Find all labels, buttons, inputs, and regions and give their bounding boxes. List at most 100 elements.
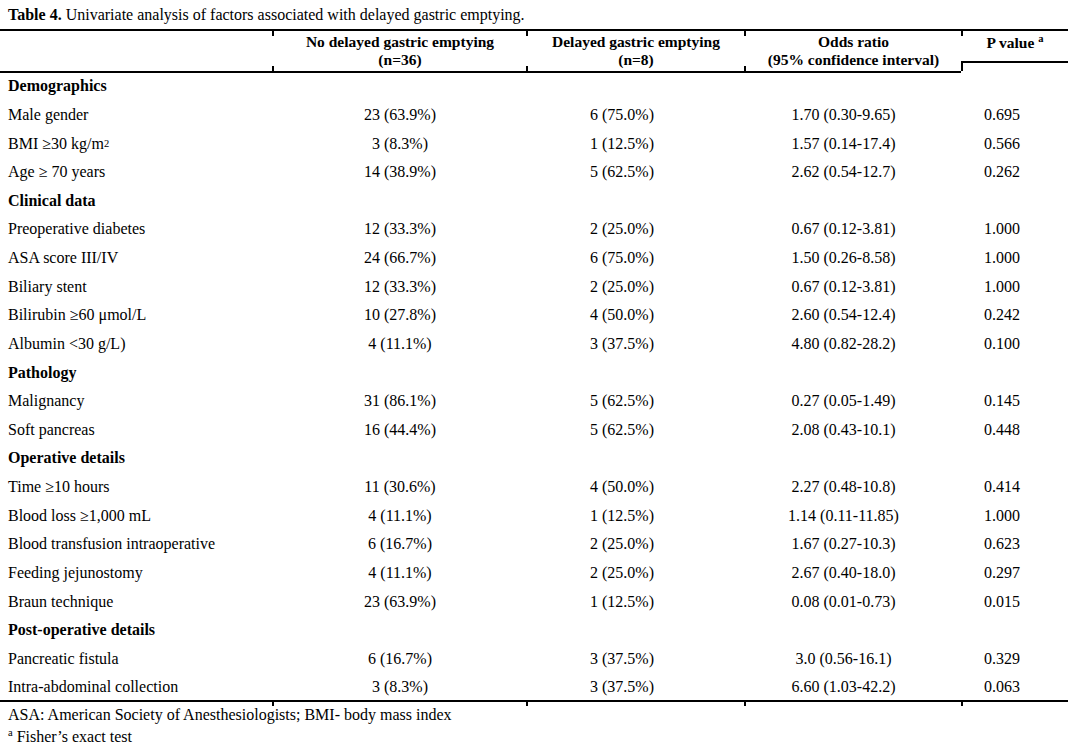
footnotes: ASA: American Society of Anesthesiologis… xyxy=(8,704,1060,748)
cell-p-value: 0.145 xyxy=(962,387,1068,416)
section-row: Demographics xyxy=(0,72,1068,101)
cell-no-dge: 4 (11.1%) xyxy=(273,559,527,588)
column-header-no-dge: No delayed gastric emptying (n=36) xyxy=(273,31,527,71)
cell-no-dge: 4 (11.1%) xyxy=(273,330,527,359)
cell-no-dge: 31 (86.1%) xyxy=(273,387,527,416)
column-header-dge: Delayed gastric emptying (n=8) xyxy=(527,31,745,71)
column-tick xyxy=(744,31,746,36)
cell-dge: 6 (75.0%) xyxy=(527,101,745,130)
cell-p-value: 0.262 xyxy=(962,158,1068,187)
cell-p-value: 1.000 xyxy=(962,244,1068,273)
cell-odds-ratio: 3.0 (0.56-16.1) xyxy=(745,645,962,674)
table-header-row: No delayed gastric emptying (n=36) Delay… xyxy=(0,31,1068,71)
cell-p-value: 1.000 xyxy=(962,501,1068,530)
cell-p-value: 0.448 xyxy=(962,416,1068,445)
row-label: Feeding jejunostomy xyxy=(0,559,273,588)
cell-no-dge: 23 (63.9%) xyxy=(273,587,527,616)
cell-dge: 3 (37.5%) xyxy=(527,645,745,674)
cell-odds-ratio: 0.67 (0.12-3.81) xyxy=(745,272,962,301)
cell-p-value: 0.566 xyxy=(962,129,1068,158)
cell-no-dge: 23 (63.9%) xyxy=(273,101,527,130)
cell-odds-ratio: 1.70 (0.30-9.65) xyxy=(745,101,962,130)
row-label: BMI ≥30 kg/m2 xyxy=(0,129,273,158)
row-label: Intra-abdominal collection xyxy=(0,673,273,702)
section-row: Post-operative details xyxy=(0,616,1068,645)
column-tick xyxy=(272,31,274,36)
cell-p-value: 0.623 xyxy=(962,530,1068,559)
header-bottom-rule-p-value xyxy=(963,61,1068,63)
table-title-text: Univariate analysis of factors associate… xyxy=(62,6,525,23)
row-label: Albumin <30 g/L) xyxy=(0,330,273,359)
cell-dge: 3 (37.5%) xyxy=(527,330,745,359)
cell-dge: 4 (50.0%) xyxy=(527,301,745,330)
cell-no-dge: 4 (11.1%) xyxy=(273,501,527,530)
cell-odds-ratio: 1.50 (0.26-8.58) xyxy=(745,244,962,273)
cell-odds-ratio: 2.27 (0.48-10.8) xyxy=(745,473,962,502)
row-label: Braun technique xyxy=(0,587,273,616)
cell-dge: 5 (62.5%) xyxy=(527,416,745,445)
cell-p-value: 0.297 xyxy=(962,559,1068,588)
table-title: Table 4. Univariate analysis of factors … xyxy=(8,6,525,24)
row-label: Soft pancreas xyxy=(0,416,273,445)
row-label: Biliary stent xyxy=(0,272,273,301)
cell-no-dge: 12 (33.3%) xyxy=(273,215,527,244)
cell-p-value: 1.000 xyxy=(962,215,1068,244)
footnote-abbreviations: ASA: American Society of Anesthesiologis… xyxy=(8,704,1060,726)
cell-dge: 5 (62.5%) xyxy=(527,387,745,416)
cell-p-value: 0.329 xyxy=(962,645,1068,674)
cell-dge: 2 (25.0%) xyxy=(527,559,745,588)
table-bottom-rule xyxy=(0,700,1068,702)
cell-odds-ratio: 2.67 (0.40-18.0) xyxy=(745,559,962,588)
cell-odds-ratio: 4.80 (0.82-28.2) xyxy=(745,330,962,359)
section-row: Operative details xyxy=(0,444,1068,473)
column-tick xyxy=(961,31,963,36)
row-label: Malignancy xyxy=(0,387,273,416)
cell-dge: 2 (25.0%) xyxy=(527,272,745,301)
cell-odds-ratio: 2.08 (0.43-10.1) xyxy=(745,416,962,445)
cell-dge: 3 (37.5%) xyxy=(527,673,745,702)
row-label: Preoperative diabetes xyxy=(0,215,273,244)
cell-dge: 1 (12.5%) xyxy=(527,501,745,530)
cell-odds-ratio: 0.27 (0.05-1.49) xyxy=(745,387,962,416)
cell-odds-ratio: 0.67 (0.12-3.81) xyxy=(745,215,962,244)
cell-no-dge: 12 (33.3%) xyxy=(273,272,527,301)
section-row: Pathology xyxy=(0,358,1068,387)
cell-odds-ratio: 1.67 (0.27-10.3) xyxy=(745,530,962,559)
paper-page: Table 4. Univariate analysis of factors … xyxy=(0,0,1068,751)
cell-dge: 6 (75.0%) xyxy=(527,244,745,273)
cell-dge: 1 (12.5%) xyxy=(527,587,745,616)
cell-dge: 5 (62.5%) xyxy=(527,158,745,187)
cell-dge: 2 (25.0%) xyxy=(527,215,745,244)
row-label: Age ≥ 70 years xyxy=(0,158,273,187)
cell-odds-ratio: 6.60 (1.03-42.2) xyxy=(745,673,962,702)
cell-no-dge: 6 (16.7%) xyxy=(273,645,527,674)
column-header-p-value: P value a xyxy=(962,31,1068,71)
row-label: Time ≥10 hours xyxy=(0,473,273,502)
cell-no-dge: 14 (38.9%) xyxy=(273,158,527,187)
cell-odds-ratio: 1.57 (0.14-17.4) xyxy=(745,129,962,158)
row-label: Bilirubin ≥60 μmol/L xyxy=(0,301,273,330)
cell-p-value: 0.063 xyxy=(962,673,1068,702)
cell-no-dge: 3 (8.3%) xyxy=(273,129,527,158)
cell-no-dge: 6 (16.7%) xyxy=(273,530,527,559)
section-row: Clinical data xyxy=(0,187,1068,216)
cell-p-value: 0.695 xyxy=(962,101,1068,130)
column-header-odds-ratio: Odds ratio (95% confidence interval) xyxy=(745,31,962,71)
cell-odds-ratio: 2.62 (0.54-12.7) xyxy=(745,158,962,187)
cell-odds-ratio: 2.60 (0.54-12.4) xyxy=(745,301,962,330)
row-label: Pancreatic fistula xyxy=(0,645,273,674)
cell-p-value: 0.100 xyxy=(962,330,1068,359)
cell-p-value: 0.414 xyxy=(962,473,1068,502)
cell-no-dge: 16 (44.4%) xyxy=(273,416,527,445)
column-header-factor xyxy=(0,31,273,71)
table-title-number: Table 4. xyxy=(8,6,62,23)
row-label: Blood transfusion intraoperative xyxy=(0,530,273,559)
row-label: Blood loss ≥1,000 mL xyxy=(0,501,273,530)
cell-no-dge: 3 (8.3%) xyxy=(273,673,527,702)
cell-dge: 4 (50.0%) xyxy=(527,473,745,502)
column-tick xyxy=(526,31,528,36)
cell-no-dge: 24 (66.7%) xyxy=(273,244,527,273)
table-body: DemographicsMale gender23 (63.9%)6 (75.0… xyxy=(0,72,1068,702)
cell-no-dge: 11 (30.6%) xyxy=(273,473,527,502)
cell-odds-ratio: 1.14 (0.11-11.85) xyxy=(745,501,962,530)
